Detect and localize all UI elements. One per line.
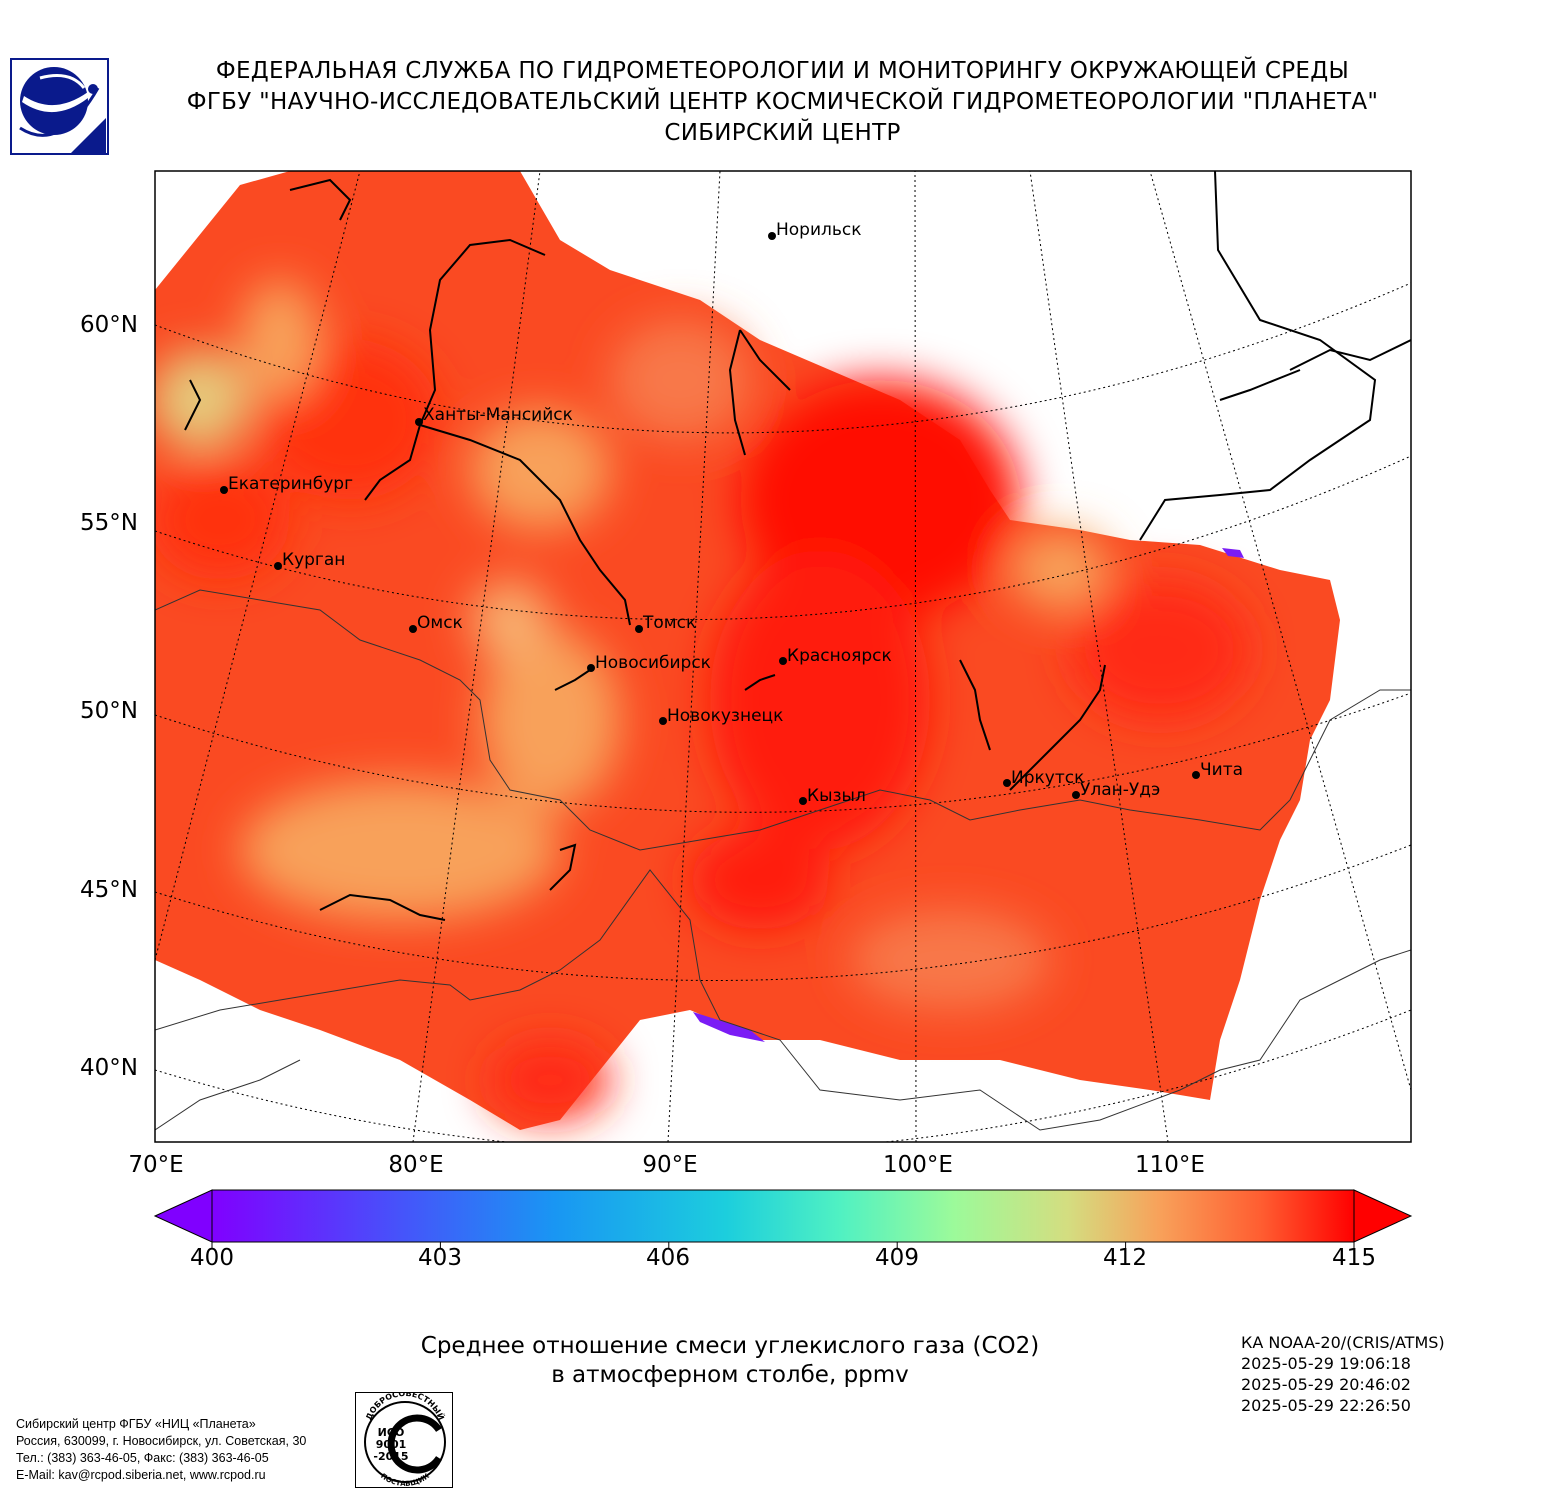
caption-line-2: в атмосферном столбе, ppmv [551, 1362, 909, 1388]
lon-label-100: 100°E [883, 1152, 953, 1178]
iso-9001-badge: ДОБРОСОВЕСТНЫЙ ИСО 9001 -2015 ПОСТАВЩИК [355, 1392, 453, 1488]
colorbar-tick-label: 415 [1332, 1245, 1376, 1271]
lat-label-60: 60°N [80, 312, 138, 338]
lat-label-55: 55°N [80, 510, 138, 536]
lat-label-45: 45°N [80, 877, 138, 903]
svg-text:-2015: -2015 [373, 1450, 408, 1463]
footer-line: Тел.: (383) 363-46-05, Факс: (383) 363-4… [16, 1451, 269, 1465]
header-line-3: СИБИРСКИЙ ЦЕНТР [664, 120, 901, 146]
lon-label-110: 110°E [1135, 1152, 1205, 1178]
map-plot-area [155, 171, 1411, 1142]
map-frame [154, 170, 1412, 1143]
colorbar-tick-label: 406 [646, 1245, 690, 1271]
lon-label-90: 90°E [642, 1152, 698, 1178]
footer-line: E-Mail: kav@rcpod.siberia.net, www.rcpod… [16, 1468, 266, 1482]
footer-line: Россия, 630099, г. Новосибирск, ул. Сове… [16, 1434, 307, 1448]
colorbar-tick-label: 400 [190, 1245, 234, 1271]
header-line-2: ФГБУ "НАУЧНО-ИССЛЕДОВАТЕЛЬСКИЙ ЦЕНТР КОС… [186, 89, 1379, 115]
colorbar-tick-label: 412 [1103, 1245, 1147, 1271]
svg-text:9001: 9001 [376, 1438, 407, 1451]
lon-label-80: 80°E [388, 1152, 444, 1178]
colorbar-tick-label: 403 [418, 1245, 462, 1271]
colorbar [153, 1189, 1413, 1248]
lat-label-50: 50°N [80, 698, 138, 724]
svg-text:ИСО: ИСО [378, 1426, 405, 1439]
colorbar-tick-label: 409 [875, 1245, 919, 1271]
lon-label-70: 70°E [128, 1152, 184, 1178]
header-line-1: ФЕДЕРАЛЬНАЯ СЛУЖБА ПО ГИДРОМЕТЕОРОЛОГИИ … [215, 58, 1350, 84]
satellite-name: КА NOAA-20/(CRIS/ATMS) [1241, 1333, 1445, 1352]
satellite-time: 2025-05-29 22:26:50 [1241, 1396, 1411, 1415]
footer-line: Сибирский центр ФГБУ «НИЦ «Планета» [16, 1417, 256, 1431]
satellite-time: 2025-05-29 20:46:02 [1241, 1375, 1411, 1394]
satellite-time: 2025-05-29 19:06:18 [1241, 1354, 1411, 1373]
caption-line-1: Среднее отношение смеси углекислого газа… [420, 1333, 1040, 1359]
planeta-logo [10, 58, 109, 155]
lat-label-40: 40°N [80, 1055, 138, 1081]
